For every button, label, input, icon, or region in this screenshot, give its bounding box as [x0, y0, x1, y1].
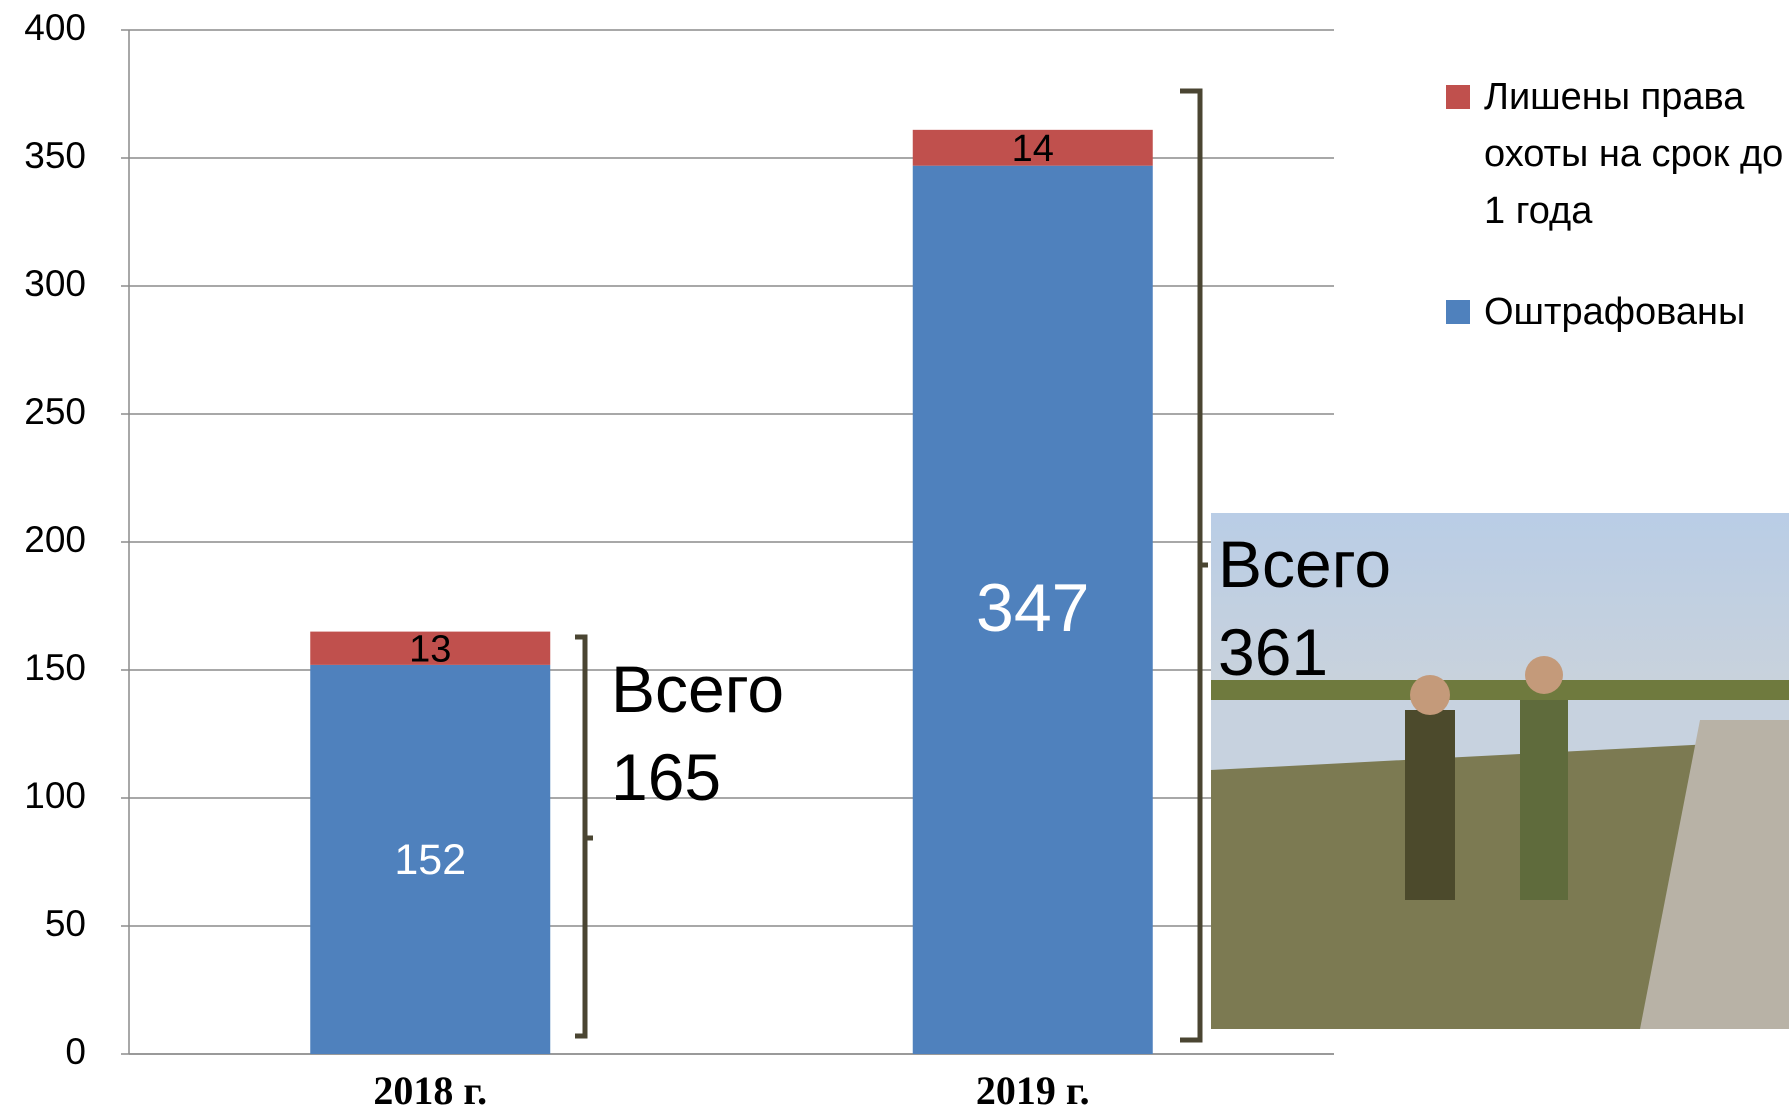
legend-label: Оштрафованы	[1484, 291, 1746, 333]
bar-segment	[310, 664, 551, 1054]
x-tick-label: 2018 г.	[373, 1068, 487, 1112]
x-tick-label: 2019 г.	[976, 1068, 1090, 1112]
y-tick-label: 350	[24, 135, 86, 176]
brackets	[575, 88, 1208, 1043]
bar-segment	[912, 129, 1153, 166]
plot: 0 50 100 150 200 250 300 350 400 152 13 2018 г. 347 1…	[24, 7, 1334, 1112]
data-label: 152	[394, 836, 466, 884]
annotation: Всего 361	[1218, 527, 1392, 689]
data-label: 347	[976, 570, 1089, 646]
annotation: Всего 165	[611, 652, 785, 814]
y-tick-label: 0	[65, 1031, 86, 1072]
photo	[1211, 513, 1789, 1029]
y-tick-label: 400	[24, 7, 86, 48]
y-tick-label: 150	[24, 647, 86, 688]
y-tick-label: 200	[24, 519, 86, 560]
bar-segment	[912, 165, 1153, 1054]
data-label: 14	[1012, 128, 1054, 170]
bar-segment	[310, 631, 551, 665]
legend-swatch	[1446, 300, 1470, 324]
y-tick-label: 250	[24, 391, 86, 432]
y-tick-label: 300	[24, 263, 86, 304]
data-label: 13	[409, 628, 451, 670]
legend-swatch	[1446, 85, 1470, 109]
legend-label: Лишены права охоты на срок до 1 года	[1484, 76, 1784, 232]
y-tick-label: 50	[45, 903, 86, 944]
y-tick-label: 100	[24, 775, 86, 816]
